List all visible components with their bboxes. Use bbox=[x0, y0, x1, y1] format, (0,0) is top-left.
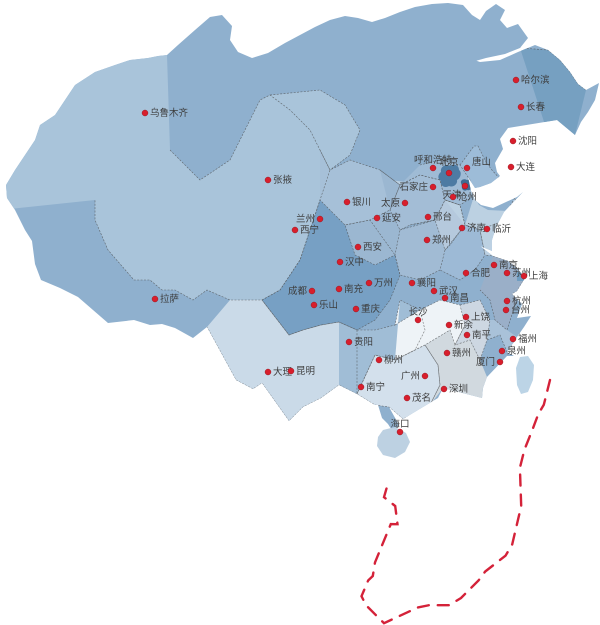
svg-text:郑州: 郑州 bbox=[432, 234, 451, 246]
svg-text:拉萨: 拉萨 bbox=[160, 293, 180, 305]
svg-text:长沙: 长沙 bbox=[408, 306, 428, 318]
svg-text:贵阳: 贵阳 bbox=[354, 336, 373, 348]
svg-text:唐山: 唐山 bbox=[472, 156, 491, 168]
svg-text:深圳: 深圳 bbox=[449, 384, 468, 395]
svg-text:武汉: 武汉 bbox=[439, 285, 459, 297]
svg-text:乐山: 乐山 bbox=[319, 299, 338, 311]
svg-text:柳州: 柳州 bbox=[384, 354, 403, 366]
svg-text:临沂: 临沂 bbox=[492, 223, 512, 235]
svg-text:南平: 南平 bbox=[472, 329, 492, 341]
svg-text:邢台: 邢台 bbox=[433, 211, 452, 223]
svg-text:襄阳: 襄阳 bbox=[417, 277, 436, 289]
svg-text:上海: 上海 bbox=[529, 270, 549, 282]
svg-text:福州: 福州 bbox=[518, 333, 537, 345]
svg-text:哈尔滨: 哈尔滨 bbox=[521, 74, 550, 86]
svg-text:合肥: 合肥 bbox=[471, 267, 491, 279]
svg-text:乌鲁木齐: 乌鲁木齐 bbox=[150, 107, 189, 119]
svg-text:上饶: 上饶 bbox=[471, 311, 491, 323]
svg-text:广州: 广州 bbox=[401, 370, 420, 382]
svg-text:北京: 北京 bbox=[439, 156, 458, 168]
svg-text:张掖: 张掖 bbox=[273, 174, 293, 186]
svg-text:海口: 海口 bbox=[390, 418, 409, 430]
svg-text:西安: 西安 bbox=[363, 241, 382, 253]
svg-text:昆明: 昆明 bbox=[296, 366, 315, 377]
svg-text:南宁: 南宁 bbox=[366, 381, 385, 393]
svg-text:太原: 太原 bbox=[381, 197, 400, 209]
svg-text:茂名: 茂名 bbox=[412, 392, 431, 404]
svg-text:厦门: 厦门 bbox=[476, 356, 495, 368]
svg-text:台州: 台州 bbox=[511, 304, 530, 316]
svg-text:南充: 南充 bbox=[344, 283, 364, 295]
svg-text:长春: 长春 bbox=[526, 101, 546, 113]
svg-text:西宁: 西宁 bbox=[300, 224, 319, 236]
svg-text:银川: 银川 bbox=[352, 196, 371, 208]
svg-text:济南: 济南 bbox=[467, 222, 486, 234]
svg-text:大连: 大连 bbox=[516, 161, 536, 173]
svg-text:沈阳: 沈阳 bbox=[518, 135, 537, 147]
svg-text:石家庄: 石家庄 bbox=[399, 181, 428, 193]
svg-text:万州: 万州 bbox=[374, 278, 393, 289]
svg-text:兰州: 兰州 bbox=[296, 213, 315, 225]
svg-text:汉中: 汉中 bbox=[345, 256, 364, 268]
svg-text:成都: 成都 bbox=[288, 285, 308, 297]
svg-text:泉州: 泉州 bbox=[507, 345, 526, 357]
svg-text:延安: 延安 bbox=[382, 212, 401, 224]
svg-text:沧州: 沧州 bbox=[458, 191, 477, 203]
svg-text:赣州: 赣州 bbox=[452, 347, 471, 359]
svg-text:重庆: 重庆 bbox=[361, 303, 381, 315]
